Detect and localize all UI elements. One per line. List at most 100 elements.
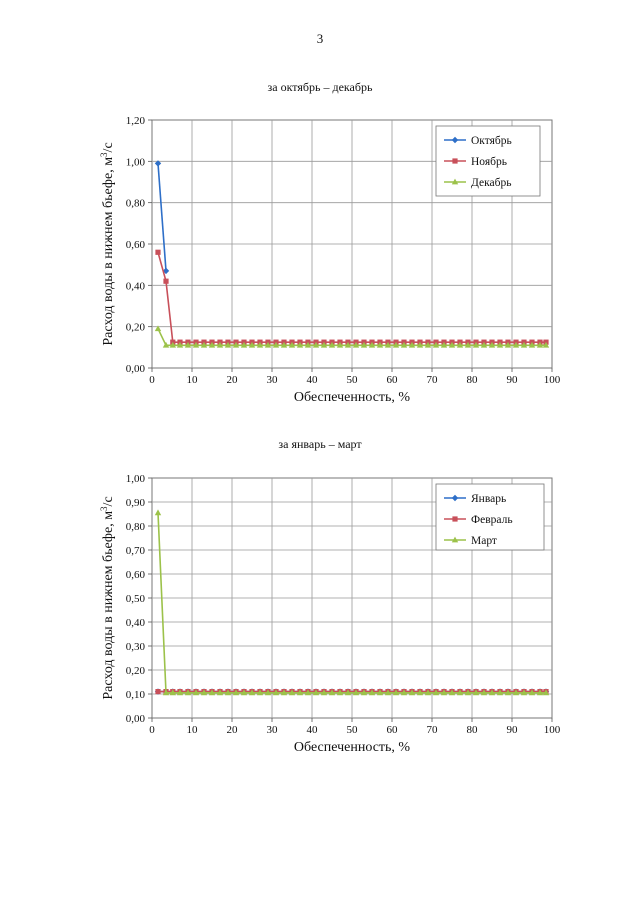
- data-point: [176, 689, 184, 696]
- x-tick-label: 0: [149, 374, 155, 386]
- data-point: [248, 689, 256, 696]
- data-point: [456, 341, 464, 348]
- x-tick-label: 50: [347, 374, 359, 386]
- data-point: [528, 689, 536, 696]
- data-point: [184, 341, 192, 348]
- data-point: [248, 341, 256, 348]
- data-point: [192, 341, 200, 348]
- data-point: [368, 689, 376, 696]
- chart-2-title: за январь – март: [278, 437, 362, 451]
- y-axis-title: Расход воды в нижнем бьефе, м3/с: [99, 142, 116, 345]
- chart-jan-mar: 0,00 0,10 0,20 0,30 0,40 0,50 0,60 0,70 0,80 0,90…: [99, 473, 561, 755]
- x-tick-label: 40: [307, 374, 319, 386]
- data-point: [472, 689, 480, 696]
- x-tick-label: 60: [387, 374, 399, 386]
- data-point: [184, 689, 192, 696]
- data-point: [448, 341, 456, 348]
- legend-marker: [452, 158, 458, 164]
- data-point: [216, 689, 224, 696]
- data-point: [400, 341, 408, 348]
- data-point: [480, 689, 488, 696]
- data-point: [162, 689, 170, 696]
- legend-label: Март: [471, 535, 497, 547]
- data-point: [192, 689, 200, 696]
- data-point: [376, 689, 384, 696]
- data-point: [216, 341, 224, 348]
- data-point: [155, 249, 161, 255]
- x-tick-label: 0: [149, 724, 155, 736]
- data-point: [504, 341, 512, 348]
- x-tick-label: 40: [307, 724, 319, 736]
- data-point: [256, 341, 264, 348]
- chart-oct-dec: 0,00 0,20 0,40 0,60 0,80 1,00 1,20 0 10 20 30 40 50 6…: [99, 115, 561, 405]
- data-point: [488, 341, 496, 348]
- y-tick-label: 1,00: [126, 156, 146, 168]
- y-tick-label: 0,40: [126, 617, 146, 629]
- data-point: [520, 689, 528, 696]
- data-point: [154, 325, 162, 332]
- x-tick-label: 10: [187, 374, 199, 386]
- x-axis-title: Обеспеченность, %: [294, 740, 410, 755]
- data-point: [224, 689, 232, 696]
- data-point: [416, 341, 424, 348]
- series-Декабрь: [154, 325, 550, 348]
- y-tick-label: 0,60: [126, 239, 146, 251]
- data-point: [464, 341, 472, 348]
- data-point: [392, 689, 400, 696]
- data-point: [384, 341, 392, 348]
- y-tick-label: 0,50: [126, 593, 146, 605]
- data-point: [288, 689, 296, 696]
- legend-label: Февраль: [471, 514, 513, 526]
- data-point: [224, 341, 232, 348]
- data-point: [520, 341, 528, 348]
- data-point: [163, 278, 169, 284]
- x-tick-label: 90: [507, 724, 519, 736]
- data-point: [400, 689, 408, 696]
- x-tick-label: 100: [544, 374, 561, 386]
- data-point: [384, 689, 392, 696]
- legend-marker: [451, 494, 459, 502]
- data-point: [240, 341, 248, 348]
- data-point: [296, 341, 304, 348]
- legend-label: Ноябрь: [471, 156, 507, 168]
- data-point: [320, 689, 328, 696]
- data-point: [154, 160, 162, 167]
- data-point: [408, 341, 416, 348]
- data-point: [416, 689, 424, 696]
- x-tick-label: 70: [427, 724, 439, 736]
- data-point: [512, 689, 520, 696]
- data-point: [344, 689, 352, 696]
- data-point: [496, 341, 504, 348]
- data-point: [424, 689, 432, 696]
- data-point: [304, 689, 312, 696]
- data-point: [280, 341, 288, 348]
- data-point: [328, 689, 336, 696]
- y-tick-label: 0,60: [126, 569, 146, 581]
- legend-marker: [451, 178, 459, 185]
- data-point: [512, 341, 520, 348]
- data-point: [536, 689, 544, 696]
- data-point: [352, 341, 360, 348]
- legend-label: Январь: [471, 493, 506, 505]
- y-tick-label: 0,80: [126, 521, 146, 533]
- x-tick-label: 20: [227, 724, 239, 736]
- data-point: [200, 689, 208, 696]
- x-axis-title: Обеспеченность, %: [294, 390, 410, 405]
- x-tick-label: 10: [187, 724, 199, 736]
- data-point: [440, 341, 448, 348]
- data-point: [504, 689, 512, 696]
- x-tick-label: 100: [544, 724, 561, 736]
- data-point: [392, 341, 400, 348]
- x-tick-label: 50: [347, 724, 359, 736]
- y-tick-label: 0,00: [126, 363, 146, 375]
- data-point: [264, 689, 272, 696]
- data-point: [155, 689, 161, 695]
- data-point: [304, 341, 312, 348]
- legend-marker: [451, 536, 459, 543]
- data-point: [280, 689, 288, 696]
- y-tick-label: 0,40: [126, 280, 146, 292]
- data-point: [232, 689, 240, 696]
- data-point: [312, 689, 320, 696]
- y-tick-label: 0,00: [126, 713, 146, 725]
- data-point: [376, 341, 384, 348]
